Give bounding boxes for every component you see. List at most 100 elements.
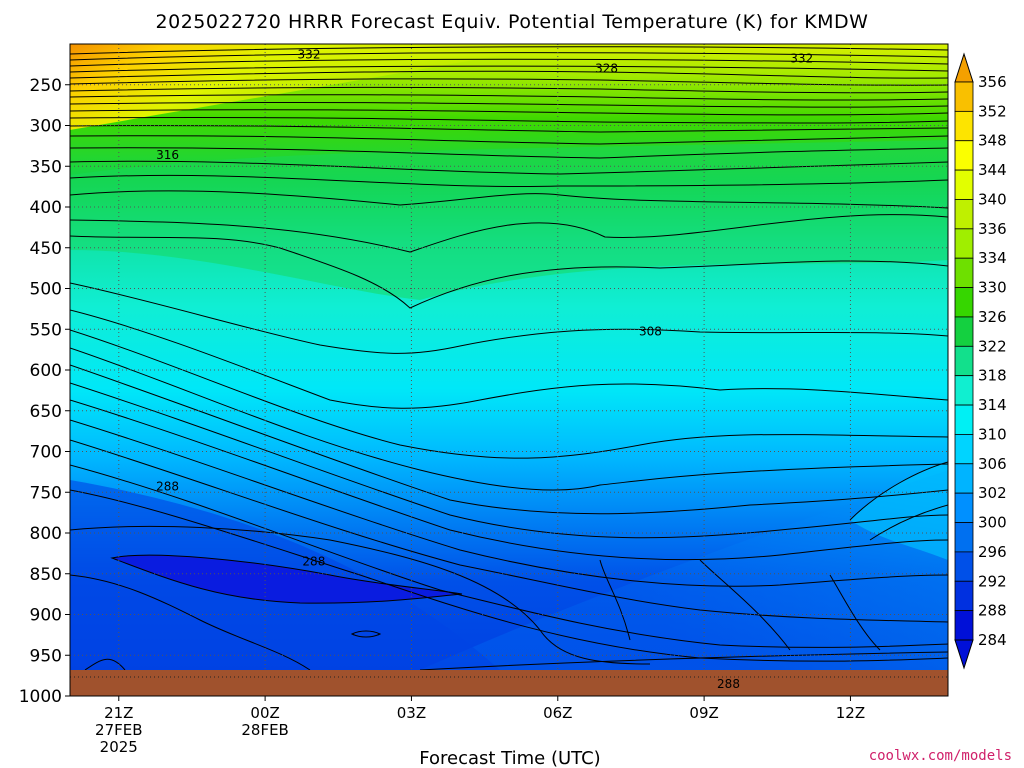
contour-line <box>829 574 881 651</box>
colorbar-tick-label: 296 <box>978 543 1007 561</box>
contour-label: 332 <box>790 52 813 66</box>
y-tick-label: 950 <box>30 646 62 666</box>
contour-label: 288 <box>156 480 179 494</box>
contour-line <box>350 630 382 638</box>
colorbar-tick-label: 356 <box>978 73 1007 91</box>
colorbar-segment <box>954 434 974 465</box>
x-tick-label: 12Z <box>836 704 865 722</box>
contour-line <box>70 174 948 187</box>
y-tick-label: 400 <box>30 198 62 218</box>
colorbar-segment <box>954 81 974 112</box>
x-tick-label: 00Z <box>250 704 279 722</box>
contour-lines <box>70 46 948 670</box>
colorbar-segment <box>954 228 974 259</box>
colorbar-segment <box>954 345 974 377</box>
colorbar-segment <box>954 110 974 142</box>
contour-label: 308 <box>639 325 662 339</box>
contour-line <box>70 574 311 670</box>
y-tick-label: 500 <box>30 280 62 300</box>
colorbar-segment <box>954 610 974 641</box>
y-tick-label: 700 <box>30 443 62 463</box>
colorbar-segment <box>954 140 974 171</box>
colorbar-segment <box>954 463 974 494</box>
plot-area <box>70 44 948 670</box>
colorbar-segment <box>954 375 974 406</box>
y-tick-label: 250 <box>30 76 62 96</box>
colorbar-tick-label: 314 <box>978 396 1007 414</box>
contour-line <box>70 235 948 309</box>
colorbar-tick-label: 306 <box>978 455 1007 473</box>
contour-label: 316 <box>156 148 179 162</box>
contour-line <box>70 419 948 587</box>
colorbar-segment <box>954 522 974 553</box>
contour-line <box>869 504 948 541</box>
y-tick-label: 750 <box>30 483 62 503</box>
contour-line <box>70 65 948 73</box>
contour-line <box>70 399 948 561</box>
contour-line <box>70 489 948 662</box>
contour-label: 288 <box>302 555 325 569</box>
y-tick-label: 550 <box>30 320 62 340</box>
grid-lines <box>70 44 948 670</box>
colorbar-segment <box>954 287 974 318</box>
chart-title: 2025022720 HRRR Forecast Equiv. Potentia… <box>156 11 869 33</box>
contour-line <box>70 382 948 539</box>
colorbar-tick-label: 322 <box>978 337 1007 355</box>
field-right-mid-cyan <box>850 462 948 560</box>
surface-strip <box>70 670 948 696</box>
colorbar-tick-label: 300 <box>978 514 1007 532</box>
field-cold-pool <box>112 555 462 604</box>
contour-line <box>70 347 948 491</box>
colorbar-tick-label: 288 <box>978 602 1007 620</box>
colorbar-segment <box>954 580 974 612</box>
colorbar-tick-label: 336 <box>978 220 1007 238</box>
contour-line <box>70 160 948 175</box>
colorbar-arrow-top <box>954 52 974 83</box>
contour-line <box>70 86 948 94</box>
contour-line <box>70 109 948 116</box>
contour-line <box>70 329 948 459</box>
field-upper-warm-region <box>70 44 560 130</box>
colorbar-tick-label: 302 <box>978 484 1007 502</box>
x-tick-label: 28FEB <box>241 721 288 739</box>
field-green-band <box>70 140 948 300</box>
contour-line <box>110 554 463 604</box>
y-tick-label: 350 <box>30 157 62 177</box>
contour-line <box>70 46 948 55</box>
y-axis: 250 300 350 400 450 500 550 600 650 700 750 800 850 9… <box>19 76 70 707</box>
colorbar-segment <box>954 199 974 230</box>
contour-labels: 332 332 328 316 308 288 288 288 <box>156 48 813 691</box>
contour-line <box>70 190 948 209</box>
contour-line <box>70 94 948 101</box>
contour-line <box>70 147 948 159</box>
colorbar-segment <box>954 169 974 200</box>
x-axis-label: Forecast Time (UTC) <box>419 748 600 768</box>
colorbar-segment <box>954 551 974 582</box>
contour-line <box>599 559 631 641</box>
colorbar-tick-label: 348 <box>978 132 1007 150</box>
field-lower-right-blue <box>420 470 948 670</box>
colorbar-segment <box>954 404 974 435</box>
contour-line <box>70 116 948 124</box>
x-tick-label: 06Z <box>543 704 572 722</box>
contour-line <box>70 439 948 623</box>
colorbar-tick-label: 352 <box>978 102 1007 120</box>
x-tick-label: 21Z <box>104 704 133 722</box>
colorbar-segment <box>954 257 974 288</box>
x-tick-label: 27FEB <box>95 721 142 739</box>
contour-line <box>70 58 948 67</box>
x-tick-label: 09Z <box>689 704 718 722</box>
contour-label: 328 <box>595 61 618 75</box>
contour-line <box>70 364 948 515</box>
contour-line <box>70 78 948 86</box>
colorbar-tick-label: 292 <box>978 572 1007 590</box>
y-tick-label: 600 <box>30 361 62 381</box>
y-tick-label: 450 <box>30 239 62 259</box>
contour-line <box>70 525 651 665</box>
contour-label: 332 <box>298 48 321 62</box>
contour-line <box>70 309 948 409</box>
colorbar: 356 352 348 344 340 336 334 330 326 322 318 314 310 3… <box>954 52 1007 670</box>
contour-line <box>699 559 791 651</box>
credit-text: coolwx.com/models <box>869 748 1012 764</box>
